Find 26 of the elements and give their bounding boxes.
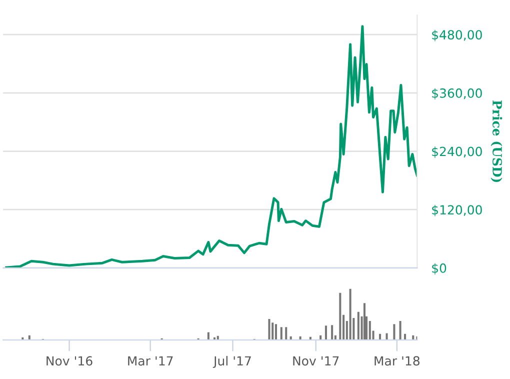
bar xyxy=(363,303,366,340)
x-tick-label: Nov '17 xyxy=(293,356,339,366)
bar xyxy=(399,321,402,340)
bar xyxy=(393,324,396,340)
x-tick-label: Jul '17 xyxy=(212,356,251,368)
bar xyxy=(285,327,288,340)
y-tick-label: $480,00 xyxy=(432,30,482,42)
y-tick-label: $0 xyxy=(432,263,446,275)
x-tick-label: Mar '17 xyxy=(128,356,173,366)
bar xyxy=(357,312,360,340)
bar xyxy=(349,288,352,340)
bar xyxy=(280,327,282,340)
bar xyxy=(331,325,334,340)
bar xyxy=(339,292,342,340)
bar xyxy=(207,332,210,340)
bar xyxy=(274,324,277,340)
bar xyxy=(268,318,270,340)
x-tick-label: Mar '18 xyxy=(374,356,420,366)
y-tick-label: $360,00 xyxy=(432,88,482,100)
bar xyxy=(272,322,274,340)
y-tick-label: $120,00 xyxy=(432,204,482,216)
y-tick-label: $240,00 xyxy=(432,146,482,158)
x-tick-label: Nov '16 xyxy=(46,356,92,366)
line-series xyxy=(5,25,418,268)
y-axis-title: Price (USD) xyxy=(490,100,502,182)
bar xyxy=(324,326,327,340)
